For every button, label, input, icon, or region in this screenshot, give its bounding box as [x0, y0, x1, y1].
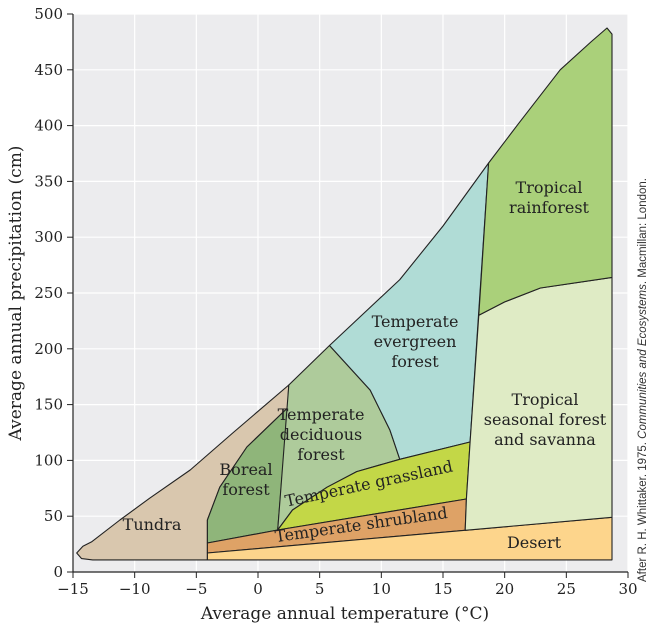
biome-label-line: Temperate	[372, 312, 459, 331]
biome-label-line: evergreen	[374, 332, 457, 351]
x-tick-label: 10	[372, 580, 391, 598]
biome-label-line: Tropical	[512, 390, 579, 409]
credit-suffix: . Macmillan: London.	[637, 178, 649, 284]
biome-label: Tropical rainforest	[509, 178, 589, 217]
y-tick-label: 50	[44, 507, 63, 525]
y-tick-label: 100	[34, 451, 63, 469]
biome-label: Temperate deciduous forest	[278, 405, 365, 464]
biome-label: Tropical seasonal forest and savanna	[484, 390, 607, 449]
biome-label-line: and savanna	[494, 430, 596, 449]
biome-label: Temperate evergreen forest	[372, 312, 459, 371]
y-tick-label: 300	[34, 228, 63, 246]
axes: −15 −10 −5 0 5 10 15 20 25 3005010015020025030035…	[34, 5, 637, 598]
biome-label-line: rainforest	[509, 198, 589, 217]
biome-label-line: Temperate	[278, 405, 365, 424]
y-tick-label: 200	[34, 340, 63, 358]
biome-label-line: forest	[297, 445, 345, 464]
x-axis-label: Average annual temperature (°C)	[200, 604, 489, 624]
biome-label-line: seasonal forest	[484, 410, 607, 429]
x-tick-label: −15	[57, 580, 89, 598]
biome-label-line: Tundra	[123, 515, 182, 534]
y-tick-label: 0	[53, 563, 63, 581]
x-tick-label: −5	[185, 580, 207, 598]
region-tropical-rainforest	[478, 27, 613, 316]
biome-label: Boreal forest	[219, 460, 272, 499]
y-tick-label: 400	[34, 117, 63, 135]
y-axis-label: Average annual precipitation (cm)	[6, 146, 26, 442]
biome-label-line: forest	[222, 480, 270, 499]
y-tick-label: 250	[34, 284, 63, 302]
y-tick-label: 150	[34, 396, 63, 414]
y-tick-label: 450	[34, 61, 63, 79]
x-tick-label: 25	[557, 580, 576, 598]
biome-label-line: forest	[391, 352, 439, 371]
x-tick-label: −10	[119, 580, 151, 598]
x-tick-label: 0	[253, 580, 263, 598]
x-tick-label: 20	[495, 580, 514, 598]
credit-prefix: After R. H. Whittaker. 1975.	[637, 439, 649, 582]
x-tick-label: 5	[315, 580, 325, 598]
y-tick-label: 350	[34, 172, 63, 190]
biome-label-line: Desert	[507, 533, 562, 552]
y-tick-label: 500	[34, 5, 63, 23]
x-tick-label: 15	[433, 580, 452, 598]
biome-label: Tundra	[123, 515, 182, 534]
biome-label-line: Tropical	[516, 178, 583, 197]
credit-text: After R. H. Whittaker. 1975. Communities…	[637, 178, 649, 582]
x-tick-label: 30	[618, 580, 637, 598]
credit-title: Communities and Ecosystems	[637, 284, 649, 439]
biome-label-line: Boreal	[219, 460, 272, 479]
biome-label: Desert	[507, 533, 562, 552]
biome-regions	[76, 27, 613, 561]
biome-label-line: deciduous	[280, 425, 362, 444]
